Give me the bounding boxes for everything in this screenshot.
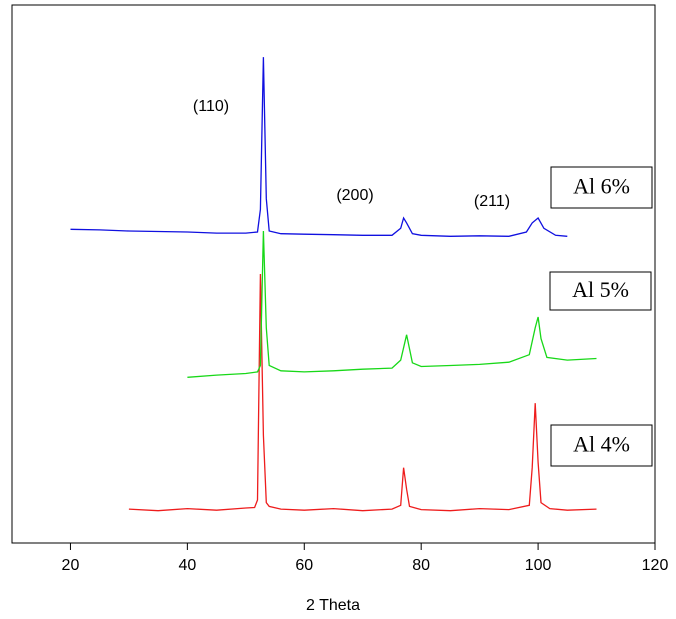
x-tick-label: 120 — [642, 557, 669, 574]
x-tick-label: 100 — [525, 557, 552, 574]
series-line — [128, 273, 597, 512]
legend-box — [550, 166, 653, 209]
peak-annotation: (211) — [474, 193, 510, 210]
peak-annotation: (110) — [193, 98, 229, 115]
series-line — [187, 230, 597, 378]
x-axis-label: 2 Theta — [306, 597, 360, 614]
legend-label: Al 6% — [573, 174, 630, 199]
legend-label: Al 4% — [573, 432, 630, 457]
legend-box — [549, 271, 652, 311]
x-tick-label: 60 — [295, 557, 313, 574]
peak-annotation: (200) — [336, 187, 373, 204]
x-tick-label: 40 — [178, 557, 196, 574]
x-tick-label: 80 — [412, 557, 430, 574]
legend-box — [550, 424, 653, 467]
series-line — [70, 57, 568, 237]
legend-label: Al 5% — [572, 277, 629, 302]
x-tick-label: 20 — [62, 557, 80, 574]
